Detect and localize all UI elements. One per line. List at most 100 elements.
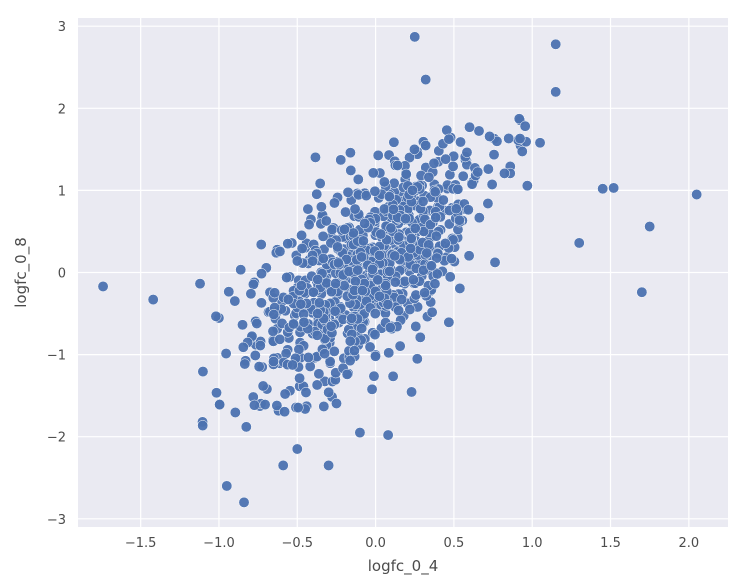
data-point (438, 195, 448, 205)
data-point (424, 172, 434, 182)
data-point (331, 398, 341, 408)
data-point (360, 218, 370, 228)
data-point (520, 121, 530, 131)
data-point (406, 233, 416, 243)
data-point (376, 229, 386, 239)
x-tick-label: 1.5 (600, 536, 621, 551)
data-point (248, 279, 258, 289)
y-tick-label: 0 (58, 267, 66, 282)
data-point (373, 275, 383, 285)
x-tick-label: 0.5 (444, 536, 465, 551)
data-point (458, 171, 468, 181)
data-point (350, 276, 360, 286)
data-point (421, 74, 431, 84)
data-point (308, 287, 318, 297)
data-point (355, 427, 365, 437)
data-point (419, 288, 429, 298)
data-point (332, 242, 342, 252)
data-point (299, 317, 309, 327)
data-point (444, 134, 454, 144)
data-point (411, 321, 421, 331)
data-point (312, 380, 322, 390)
data-point (446, 253, 456, 263)
data-point (256, 298, 266, 308)
data-point (370, 308, 380, 318)
data-point (312, 330, 322, 340)
data-point (368, 168, 378, 178)
data-point (240, 359, 250, 369)
scatter-figure: −1.5−1.0−0.50.00.51.01.52.0−3−2−10123log… (0, 0, 748, 585)
data-point (448, 161, 458, 171)
data-point (388, 204, 398, 214)
data-point (318, 253, 328, 263)
data-point (224, 287, 234, 297)
data-point (410, 223, 420, 233)
data-point (454, 215, 464, 225)
data-point (305, 361, 315, 371)
data-point (410, 32, 420, 42)
data-point (444, 317, 454, 327)
data-point (644, 221, 654, 231)
data-point (333, 258, 343, 268)
data-point (329, 198, 339, 208)
data-point (430, 187, 440, 197)
data-point (535, 138, 545, 148)
data-point (330, 278, 340, 288)
x-axis-label: logfc_0_4 (368, 557, 438, 576)
data-point (312, 308, 322, 318)
data-point (370, 186, 380, 196)
data-point (430, 279, 440, 289)
data-point (254, 361, 264, 371)
data-point (517, 146, 527, 156)
data-point (318, 231, 328, 241)
data-point (356, 252, 366, 262)
data-point (303, 204, 313, 214)
data-point (256, 239, 266, 249)
y-tick-label: −3 (47, 513, 66, 528)
data-point (445, 272, 455, 282)
data-point (222, 481, 232, 491)
data-point (211, 388, 221, 398)
data-point (336, 155, 346, 165)
data-point (310, 152, 320, 162)
data-point (283, 294, 293, 304)
data-point (374, 291, 384, 301)
data-point (503, 133, 513, 143)
data-point (323, 387, 333, 397)
data-point (551, 39, 561, 49)
x-tick-label: −0.5 (281, 536, 313, 551)
data-point (236, 265, 246, 275)
data-point (374, 250, 384, 260)
data-point (370, 351, 380, 361)
data-point (474, 213, 484, 223)
data-point (370, 329, 380, 339)
data-point (390, 277, 400, 287)
data-point (275, 334, 285, 344)
data-point (258, 381, 268, 391)
data-point (426, 261, 436, 271)
data-point (392, 160, 402, 170)
data-point (230, 296, 240, 306)
data-point (367, 264, 377, 274)
y-axis-label: logfc_0_8 (12, 237, 31, 307)
data-point (356, 323, 366, 333)
data-point (246, 289, 256, 299)
data-point (238, 342, 248, 352)
data-point (292, 444, 302, 454)
data-point (296, 299, 306, 309)
data-point (464, 122, 474, 132)
y-tick-label: −1 (47, 349, 66, 364)
data-point (400, 214, 410, 224)
data-point (455, 137, 465, 147)
data-point (221, 348, 231, 358)
data-point (316, 202, 326, 212)
data-point (407, 185, 417, 195)
data-point (269, 288, 279, 298)
data-point (418, 196, 428, 206)
data-point (490, 257, 500, 267)
data-point (230, 407, 240, 417)
data-point (455, 283, 465, 293)
data-point (237, 320, 247, 330)
data-point (255, 340, 265, 350)
data-point (280, 389, 290, 399)
